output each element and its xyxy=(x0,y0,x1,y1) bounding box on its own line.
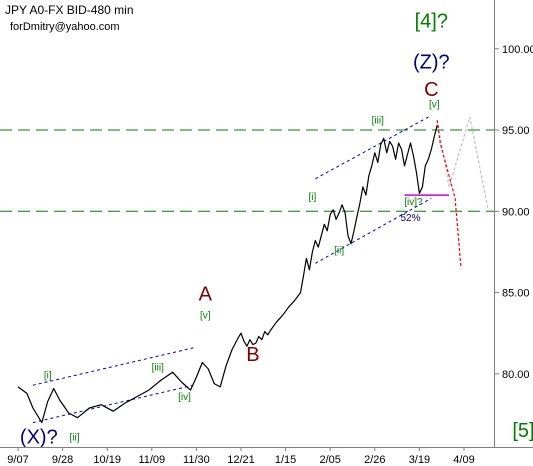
wave-label-3: [v] xyxy=(429,99,440,110)
y-tick-label-0: 80.00 xyxy=(502,369,530,381)
wave-label-15: [ii] xyxy=(69,432,79,443)
x-tick-label-1: 9/28 xyxy=(52,454,73,466)
y-tick-label-1: 85.00 xyxy=(502,288,530,300)
trend-channels xyxy=(32,114,432,424)
y-tick-label-3: 95.00 xyxy=(502,125,530,137)
wave-label-5: [i] xyxy=(308,192,316,203)
wave-label-14: [i] xyxy=(44,371,52,382)
x-tick-label-5: 12/21 xyxy=(227,454,255,466)
chart-title: JPY A0-FX BID-480 min xyxy=(5,3,134,17)
price-line xyxy=(17,125,438,424)
x-tick-label-2: 10/19 xyxy=(93,454,121,466)
wave-label-2: C xyxy=(424,79,438,101)
wave-label-16: (X)? xyxy=(20,427,58,449)
x-tick-label-4: 11/30 xyxy=(183,454,210,466)
wave-label-13: [iv] xyxy=(178,392,191,403)
x-tick-label-9: 3/19 xyxy=(409,454,430,466)
wave-label-7: [iv]? xyxy=(404,197,423,208)
x-tick-label-8: 2/26 xyxy=(364,454,385,466)
forecast-red-path xyxy=(436,120,462,269)
series-layer xyxy=(17,116,489,424)
x-tick-label-6: 1/15 xyxy=(275,454,296,466)
channel-1-lower xyxy=(315,197,432,264)
y-tick-label-4: 100.00 xyxy=(502,44,533,56)
wave-label-6: [ii] xyxy=(334,246,344,257)
y-axis-ticks: 80.00 85.00 90.00 95.00 100.00 xyxy=(494,44,533,381)
wave-label-17: [5] xyxy=(512,420,533,442)
x-tick-label-3: 11/09 xyxy=(138,454,165,466)
y-tick-label-2: 90.00 xyxy=(502,206,530,218)
channel-1-upper xyxy=(315,114,432,180)
wave-labels: [4]?(Z)?C[v][iii][i][ii][iv]?52%A[v]B[ii… xyxy=(20,11,533,449)
wave-label-1: (Z)? xyxy=(413,51,450,73)
x-tick-label-7: 2/05 xyxy=(319,454,340,466)
x-axis-ticks: 9/07 9/28 10/19 11/09 11/30 12/21 1/15 2/05 2/26… xyxy=(7,447,475,466)
wave-label-9: A xyxy=(199,284,213,306)
author-credit: forDmitry@yahoo.com xyxy=(10,21,120,33)
wave-label-12: [iii] xyxy=(152,363,164,374)
x-tick-label-0: 9/07 xyxy=(7,454,28,466)
x-tick-label-10: 4/09 xyxy=(453,454,474,466)
wave-label-11: B xyxy=(246,344,259,366)
wave-label-4: [iii] xyxy=(372,116,384,127)
wave-label-10: [v] xyxy=(200,311,211,322)
horizontal-levels xyxy=(0,129,494,212)
wave-label-0: [4]? xyxy=(415,11,448,33)
wave-label-8: 52% xyxy=(400,213,420,224)
forecast-gray-path xyxy=(436,116,489,209)
